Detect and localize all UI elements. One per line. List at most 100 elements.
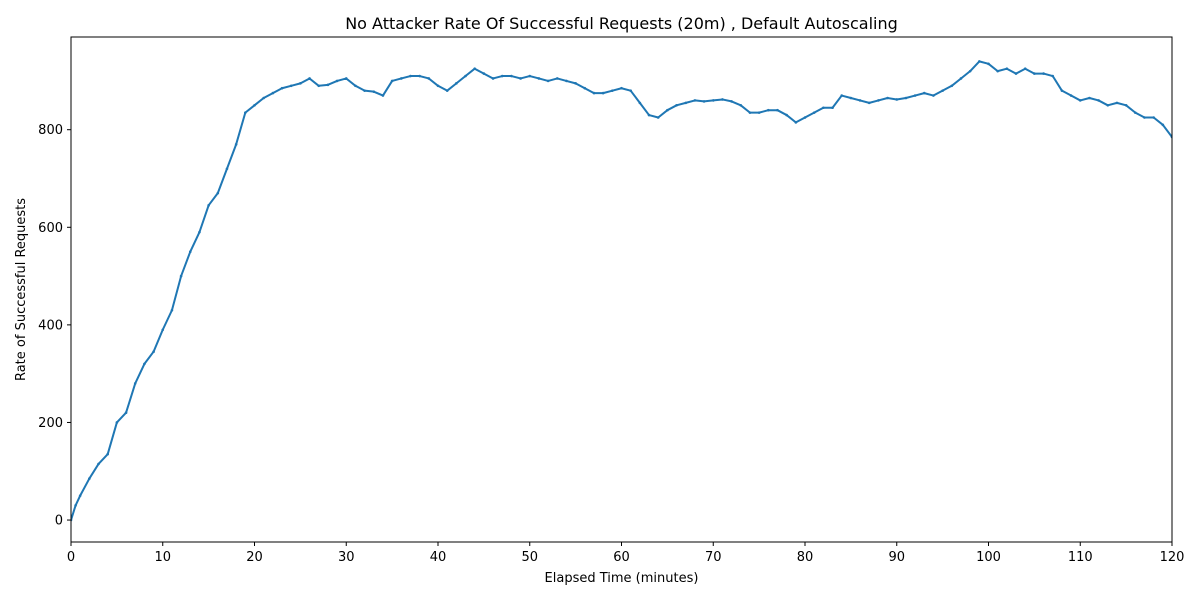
data-point: [88, 477, 91, 480]
data-point: [959, 77, 963, 80]
data-point: [1143, 116, 1146, 119]
data-point: [978, 60, 981, 63]
data-point: [372, 90, 376, 93]
data-point: [886, 96, 889, 100]
data-point: [188, 250, 192, 253]
data-point: [794, 121, 798, 124]
data-point: [161, 328, 165, 332]
data-point: [546, 79, 550, 83]
x-tick-label: 40: [430, 550, 447, 565]
x-tick-label: 120: [1160, 550, 1185, 565]
data-point: [262, 96, 265, 100]
data-point: [803, 116, 807, 119]
data-point: [473, 67, 477, 71]
data-point: [1115, 101, 1119, 105]
data-point: [785, 113, 788, 117]
data-point: [922, 91, 926, 95]
data-point: [638, 101, 642, 105]
y-axis-label: Rate of Successful Requests: [14, 198, 29, 381]
data-point: [74, 504, 77, 507]
data-point: [877, 99, 880, 102]
data-point: [1042, 72, 1045, 75]
data-point: [601, 91, 605, 95]
data-point: [97, 462, 100, 466]
data-point: [418, 74, 421, 78]
data-point: [491, 77, 495, 80]
data-point: [143, 362, 146, 366]
data-point: [941, 89, 944, 92]
data-point: [1106, 104, 1110, 107]
plot-series-group: [71, 60, 1172, 522]
data-point: [711, 99, 715, 102]
data-point: [987, 62, 990, 66]
data-point: [1134, 111, 1137, 114]
data-point: [913, 94, 917, 97]
x-tick-label: 110: [1068, 550, 1093, 565]
y-tick-label: 0: [55, 514, 63, 529]
y-tick-label: 800: [38, 123, 63, 138]
data-point: [427, 77, 431, 80]
x-tick-label: 10: [154, 550, 171, 565]
y-tick-label: 200: [38, 416, 63, 431]
data-point: [115, 421, 119, 424]
data-point: [455, 82, 458, 85]
x-tick-label: 60: [613, 550, 630, 565]
data-point: [776, 108, 779, 112]
data-point: [198, 230, 201, 234]
data-point: [1161, 123, 1165, 127]
data-point: [812, 111, 816, 114]
data-point: [950, 84, 954, 88]
data-point: [1033, 72, 1036, 75]
data-point: [445, 89, 449, 92]
data-point: [831, 106, 834, 110]
data-point: [1051, 74, 1055, 78]
y-tick-label: 600: [38, 221, 63, 236]
data-point: [611, 89, 614, 92]
y-tick-label: 400: [38, 318, 63, 333]
data-point: [500, 74, 504, 78]
data-point: [124, 411, 128, 415]
data-point: [666, 108, 669, 112]
data-point: [400, 77, 403, 80]
data-point: [335, 79, 339, 83]
data-point: [849, 96, 853, 100]
data-point: [620, 86, 623, 90]
data-point: [244, 111, 247, 114]
data-point: [1088, 96, 1091, 100]
data-point: [968, 69, 972, 73]
data-point: [1005, 67, 1009, 71]
data-point: [363, 89, 366, 92]
data-point: [289, 84, 293, 88]
data-point: [537, 77, 541, 80]
series-line-0: [71, 60, 1172, 521]
data-point: [528, 74, 532, 78]
data-point: [822, 106, 825, 110]
data-point: [1060, 89, 1064, 92]
data-point: [739, 104, 743, 107]
x-axis-label: Elapsed Time (minutes): [545, 571, 699, 586]
data-point: [280, 86, 284, 90]
data-point: [354, 84, 357, 88]
data-point: [482, 72, 486, 75]
data-point: [1069, 94, 1073, 97]
x-tick-label: 50: [521, 550, 538, 565]
data-point: [592, 91, 596, 95]
data-point: [390, 79, 394, 83]
data-point: [519, 77, 522, 80]
chart-title: No Attacker Rate Of Successful Requests …: [345, 14, 898, 33]
data-point: [647, 113, 651, 117]
data-point: [216, 191, 220, 195]
data-point: [436, 84, 440, 88]
data-point: [767, 108, 770, 112]
data-point: [326, 83, 330, 87]
data-point: [858, 99, 862, 102]
data-point: [629, 89, 632, 92]
x-tick-label: 20: [246, 550, 263, 565]
x-tick-label: 100: [976, 550, 1001, 565]
data-point: [253, 104, 256, 107]
data-point: [932, 94, 935, 97]
data-point: [684, 101, 688, 105]
